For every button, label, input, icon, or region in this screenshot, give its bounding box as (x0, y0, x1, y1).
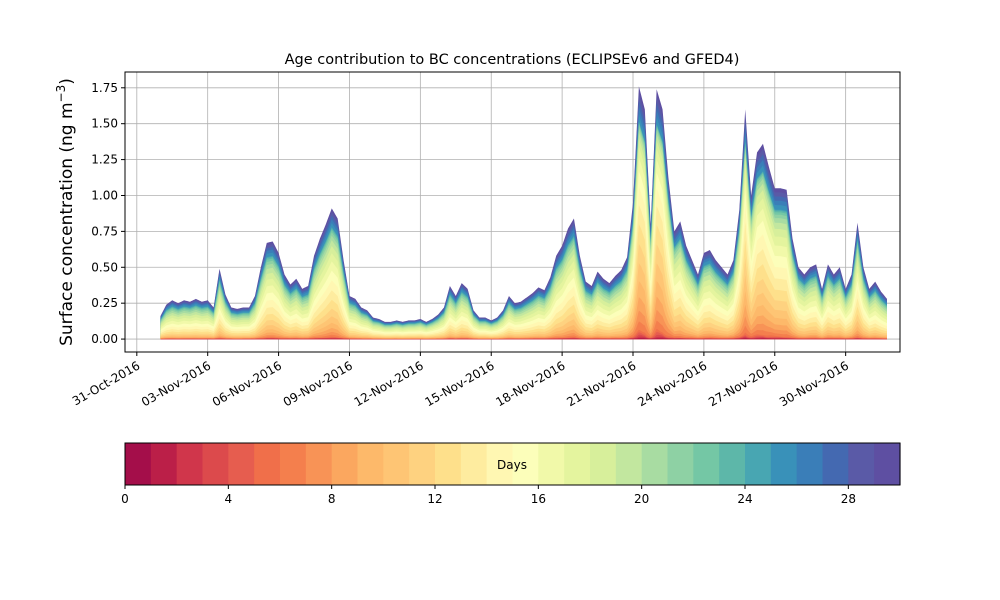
colorbar-cell (254, 443, 281, 485)
x-tick-label: 31-Oct-2016 (70, 358, 142, 408)
colorbar-cell (538, 443, 565, 485)
colorbar-tick-label: 16 (531, 492, 546, 506)
colorbar-label: Days (497, 458, 527, 472)
colorbar-cell (564, 443, 591, 485)
colorbar-tick-label: 12 (427, 492, 442, 506)
colorbar-frame (124, 442, 901, 486)
colorbar-cell (486, 443, 514, 485)
age-layer-16-days (160, 157, 887, 340)
stacked-areas (160, 86, 887, 340)
colorbar-cell (228, 443, 255, 485)
colorbar-cell (383, 443, 410, 485)
colorbar-cell (125, 443, 152, 485)
plot-area: 31-Oct-201603-Nov-201606-Nov-201609-Nov-… (70, 71, 901, 409)
y-axis-label: Surface concentration (ng m−3) (54, 78, 77, 346)
colorbar-cell (512, 443, 539, 485)
x-tick-label: 24-Nov-2016 (635, 358, 709, 409)
colorbar-cell (874, 443, 901, 485)
y-axis-label-main: Surface concentration (ng m (57, 102, 77, 345)
colorbar-cell (693, 443, 720, 485)
colorbar-tick-label: 24 (737, 492, 752, 506)
colorbar-cell (641, 443, 669, 485)
colorbar-tick-label: 8 (328, 492, 336, 506)
colorbar-cell (280, 443, 307, 485)
age-layer-10-days (160, 263, 887, 340)
y-tick-label: 0.00 (91, 332, 118, 346)
colorbar-cell (719, 443, 746, 485)
colorbar-cell (590, 443, 617, 485)
colorbar-cell (331, 443, 359, 485)
chart-title: Age contribution to BC concentrations (E… (285, 52, 740, 68)
colorbar-ticks: 0 4 8 12 16 20 24 28 (121, 485, 856, 506)
x-tick-label: 06-Nov-2016 (210, 358, 284, 409)
colorbar-cell (357, 443, 384, 485)
y-tick-label: 0.75 (91, 224, 118, 238)
age-layer-9-days (160, 280, 887, 340)
colorbar-cell (409, 443, 436, 485)
y-tick-label: 1.25 (91, 153, 118, 167)
y-tick-label: 0.25 (91, 296, 118, 310)
x-axis: 31-Oct-201603-Nov-201606-Nov-201609-Nov-… (70, 352, 851, 409)
y-axis: 0.00 0.25 0.50 0.75 1.00 1.25 1.50 1.75 (91, 81, 125, 346)
y-axis-label-exponent: −3 (54, 85, 68, 103)
x-tick-label: 15-Nov-2016 (423, 358, 497, 409)
colorbar-cell (848, 443, 875, 485)
colorbar-tick-label: 28 (841, 492, 856, 506)
y-tick-label: 1.00 (91, 188, 118, 202)
colorbar-cells (125, 443, 901, 485)
age-layer-11-days (160, 243, 887, 340)
colorbar-cell (822, 443, 849, 485)
x-tick-label: 18-Nov-2016 (493, 358, 567, 409)
colorbar-cell (667, 443, 694, 485)
colorbar-cell (435, 443, 462, 485)
colorbar: Days 0 4 8 12 16 20 24 28 (121, 442, 901, 506)
age-layer-3-days (160, 334, 887, 340)
age-layer-2-days (160, 336, 887, 340)
y-tick-label: 1.75 (91, 81, 118, 95)
age-layer-1-days (160, 337, 887, 340)
x-tick-label: 27-Nov-2016 (706, 358, 780, 409)
x-tick-label: 12-Nov-2016 (352, 358, 426, 409)
colorbar-cell (305, 443, 333, 485)
colorbar-tick-label: 4 (225, 492, 233, 506)
colorbar-tick-label: 0 (121, 492, 129, 506)
colorbar-cell (176, 443, 204, 485)
colorbar-cell (615, 443, 643, 485)
colorbar-cell (150, 443, 178, 485)
colorbar-cell (202, 443, 229, 485)
x-tick-label: 21-Nov-2016 (564, 358, 638, 409)
x-tick-label: 09-Nov-2016 (281, 358, 355, 409)
plot-frame (124, 71, 901, 353)
y-tick-label: 0.50 (91, 260, 118, 274)
x-tick-label: 30-Nov-2016 (777, 358, 851, 409)
colorbar-cell (770, 443, 798, 485)
x-tick-label: 03-Nov-2016 (139, 358, 213, 409)
colorbar-cell (460, 443, 488, 485)
y-axis-label-close: ) (57, 78, 77, 85)
y-tick-label: 1.50 (91, 117, 118, 131)
colorbar-cell (796, 443, 824, 485)
colorbar-tick-label: 20 (634, 492, 649, 506)
colorbar-cell (745, 443, 772, 485)
